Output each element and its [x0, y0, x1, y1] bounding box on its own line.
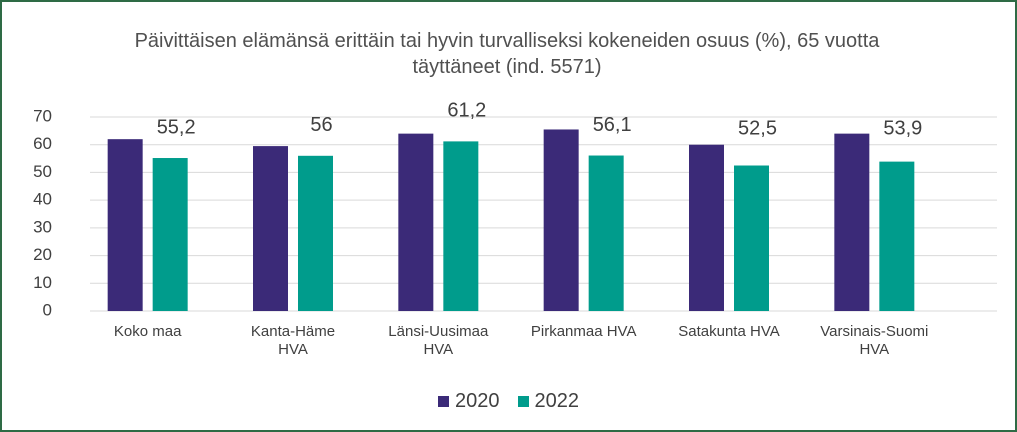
x-tick-label: Länsi-Uusimaa HVA — [388, 323, 489, 358]
bar — [734, 165, 769, 311]
bar — [152, 158, 188, 311]
bar — [298, 155, 333, 311]
y-tick-label: 0 — [43, 300, 52, 319]
y-tick-label: 30 — [33, 217, 52, 236]
x-tick-label: Pirkanmaa HVA — [530, 323, 637, 340]
x-tick-label: Koko maa — [113, 323, 182, 340]
legend-swatch — [438, 396, 449, 407]
y-tick-label: 70 — [33, 106, 52, 125]
data-label: 61,2 — [447, 100, 486, 122]
data-label: 52,5 — [738, 117, 777, 139]
legend-label: 2020 — [455, 390, 500, 412]
bar — [689, 144, 724, 311]
chart-title: Päivittäisen elämänsä erittäin tai hyvin… — [134, 30, 880, 78]
bar — [443, 141, 479, 311]
data-label: 56 — [310, 114, 332, 136]
data-label: 55,2 — [157, 116, 196, 138]
x-tick-label: Satakunta HVA — [678, 323, 780, 340]
x-tick-label: Kanta-Häme HVA — [250, 323, 336, 358]
legend-item: 2022 — [517, 390, 580, 413]
bar — [398, 133, 434, 311]
bar — [834, 133, 870, 311]
y-tick-label: 40 — [33, 190, 52, 209]
legend-item: 2020 — [438, 390, 500, 413]
bar — [588, 155, 624, 311]
bar — [253, 146, 288, 311]
x-tick-label: Varsinais-Suomi HVA — [820, 323, 929, 358]
bar — [879, 161, 915, 311]
y-tick-label: 10 — [33, 273, 52, 292]
data-label: 53,9 — [883, 117, 922, 139]
legend-swatch — [517, 396, 529, 407]
y-tick-label: 20 — [33, 245, 52, 264]
legend: 2020 2022 — [2, 390, 1015, 413]
y-tick-label: 50 — [33, 162, 52, 181]
data-label: 56,1 — [593, 114, 632, 136]
bar — [107, 139, 143, 311]
y-tick-label: 60 — [33, 134, 52, 153]
bar — [543, 129, 579, 311]
legend-label: 2022 — [534, 390, 580, 412]
